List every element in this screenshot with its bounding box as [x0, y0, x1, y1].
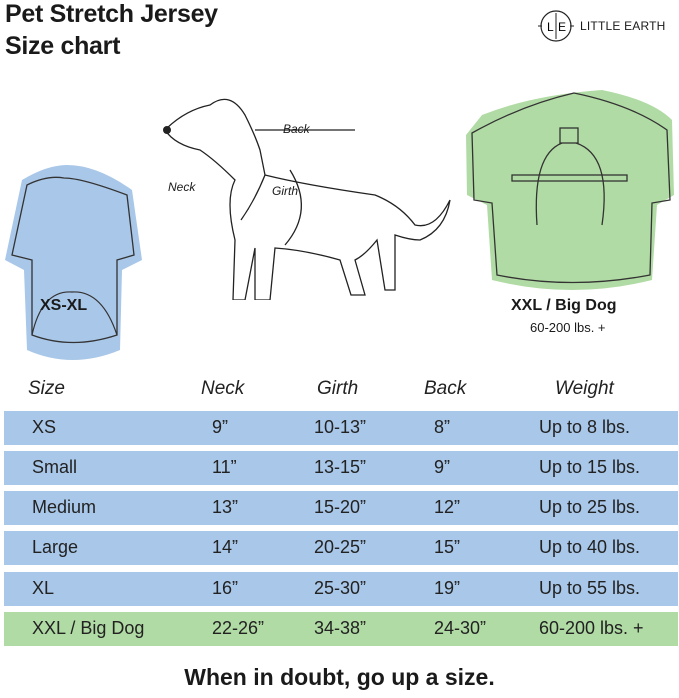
- table-cell-size: Medium: [32, 497, 97, 517]
- header-back: Back: [424, 378, 467, 399]
- table-cell-size: XS: [32, 417, 57, 437]
- table-cell-neck: 9”: [212, 417, 229, 437]
- table-cell-back: 8”: [434, 417, 451, 437]
- table-row: Large 14” 20-25” 15” Up to 40 lbs.: [4, 531, 678, 565]
- table-cell-back: 19”: [434, 578, 461, 598]
- table-cell-girth: 25-30”: [314, 578, 367, 598]
- small-jersey-label: XS-XL: [40, 297, 88, 314]
- table-cell-size: Large: [32, 537, 79, 557]
- big-jersey-label: XXL / Big Dog: [511, 297, 617, 314]
- subtitle: Size chart: [5, 32, 121, 60]
- table-cell-back: 9”: [434, 457, 451, 477]
- svg-text:L: L: [547, 20, 554, 34]
- table-cell-size: XL: [32, 578, 55, 598]
- dog-illustration: [163, 98, 451, 300]
- neck-label: Neck: [168, 180, 196, 194]
- table-row: XL 16” 25-30” 19” Up to 55 lbs.: [4, 572, 678, 606]
- svg-text:E: E: [558, 20, 566, 34]
- table-cell-weight: Up to 25 lbs.: [539, 497, 641, 517]
- table-cell-weight: 60-200 lbs. +: [539, 618, 644, 638]
- title: Pet Stretch Jersey: [5, 0, 218, 28]
- monogram-icon: L E: [538, 10, 574, 42]
- table-cell-neck: 13”: [212, 497, 239, 517]
- table-cell-size: Small: [32, 457, 78, 477]
- table-cell-girth: 20-25”: [314, 537, 367, 557]
- girth-label: Girth: [272, 184, 299, 198]
- table-cell-weight: Up to 15 lbs.: [539, 457, 641, 477]
- table-cell-girth: 13-15”: [314, 457, 367, 477]
- table-cell-size: XXL / Big Dog: [32, 618, 145, 638]
- header-girth: Girth: [317, 378, 359, 399]
- table-row: Medium 13” 15-20” 12” Up to 25 lbs.: [4, 491, 678, 525]
- table-row: XXL / Big Dog 22-26” 34-38” 24-30” 60-200 lb…: [4, 612, 678, 646]
- table-row: Small 11” 13-15” 9” Up to 15 lbs.: [4, 451, 678, 485]
- header-size: Size: [28, 378, 65, 399]
- big-jersey-illustration: [466, 90, 674, 290]
- table-cell-neck: 16”: [212, 578, 239, 598]
- table-cell-weight: Up to 40 lbs.: [539, 537, 641, 557]
- table-cell-neck: 22-26”: [212, 618, 265, 638]
- header-weight: Weight: [555, 378, 614, 399]
- big-jersey-weight: 60-200 lbs. +: [530, 320, 606, 335]
- table-row: XS 9” 10-13” 8” Up to 8 lbs.: [4, 411, 678, 445]
- brand-name: LITTLE EARTH: [580, 19, 666, 33]
- table-cell-neck: 14”: [212, 537, 239, 557]
- table-cell-neck: 11”: [212, 457, 237, 477]
- table-cell-girth: 15-20”: [314, 497, 367, 517]
- footer-note: When in doubt, go up a size.: [184, 664, 495, 690]
- table-cell-girth: 10-13”: [314, 417, 367, 437]
- back-label: Back: [283, 122, 310, 136]
- table-cell-girth: 34-38”: [314, 618, 367, 638]
- table-cell-back: 15”: [434, 537, 461, 557]
- small-jersey-illustration: [5, 165, 142, 360]
- header-neck: Neck: [201, 378, 245, 399]
- table-cell-weight: Up to 8 lbs.: [539, 417, 631, 437]
- brand-logo: L E LITTLE EARTH: [538, 8, 666, 44]
- table-cell-weight: Up to 55 lbs.: [539, 578, 641, 598]
- table-cell-back: 12”: [434, 497, 461, 517]
- table-cell-back: 24-30”: [434, 618, 487, 638]
